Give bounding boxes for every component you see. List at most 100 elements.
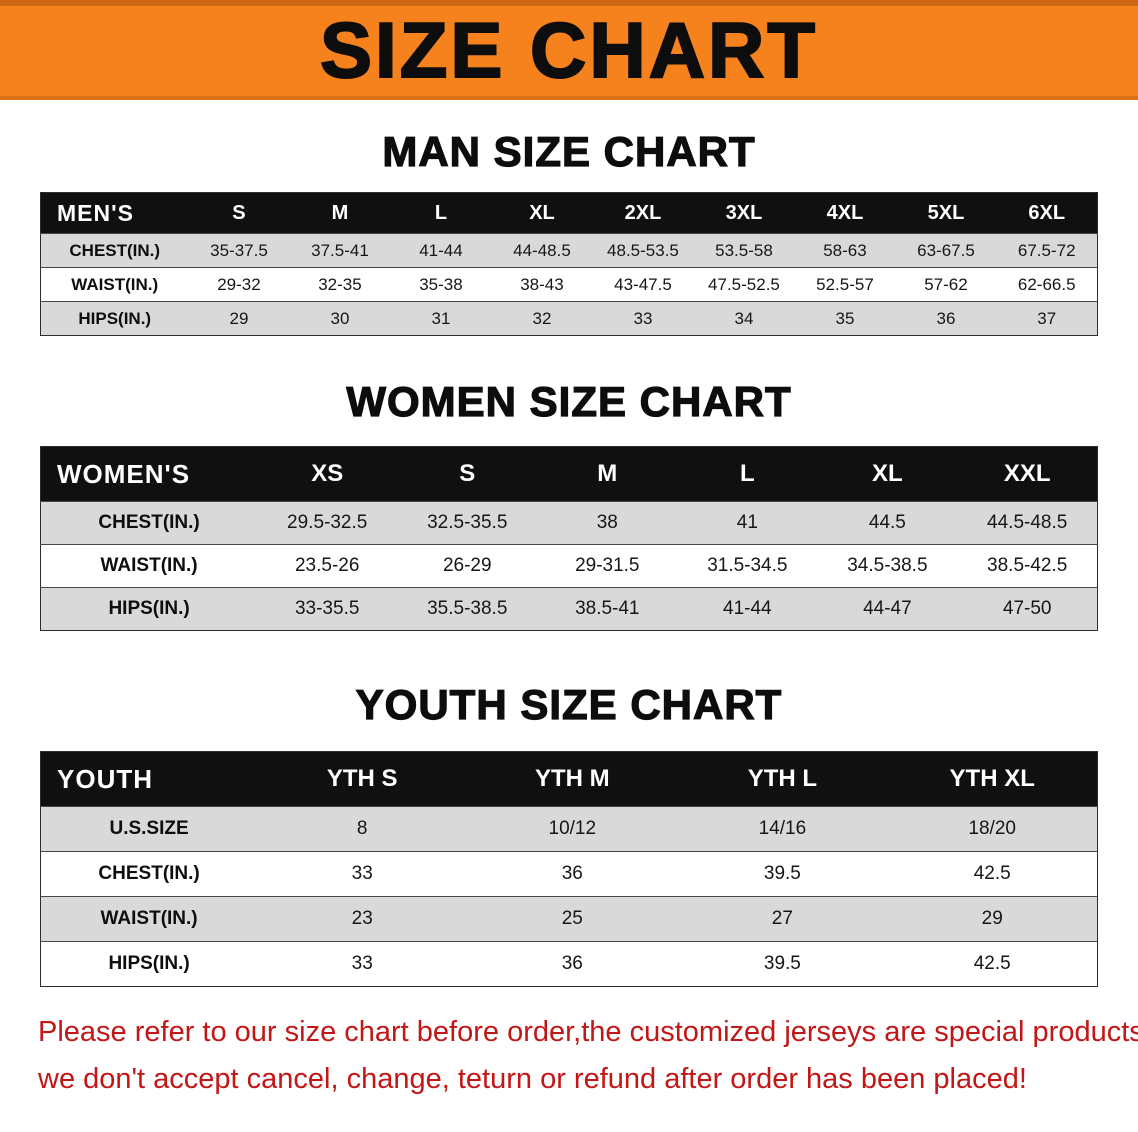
value-cell: 23 xyxy=(257,896,468,942)
men-size-section: MAN SIZE CHART MEN'S S M L XL 2XL 3XL 4XL 5XL 6XL… xyxy=(0,127,1138,336)
table-row: WAIST(IN.) 23.5-26 26-29 29-31.5 31.5-34.5 34… xyxy=(40,544,1098,588)
value-cell: 29-31.5 xyxy=(537,544,678,588)
table-header-row: WOMEN'S XS S M L XL XXL xyxy=(40,446,1098,502)
size-header-cell: M xyxy=(289,192,391,234)
value-cell: 29 xyxy=(188,301,290,336)
page-title: SIZE CHART xyxy=(319,6,818,94)
value-cell: 35.5-38.5 xyxy=(397,587,538,631)
size-header-cell: XL xyxy=(817,446,958,502)
value-cell: 44-48.5 xyxy=(491,233,593,268)
value-cell: 41 xyxy=(677,501,818,545)
value-cell: 41-44 xyxy=(390,233,492,268)
row-label: CHEST(IN.) xyxy=(40,233,189,268)
value-cell: 10/12 xyxy=(467,806,678,852)
size-header-cell: 3XL xyxy=(693,192,795,234)
value-cell: 30 xyxy=(289,301,391,336)
value-cell: 39.5 xyxy=(677,851,888,897)
value-cell: 42.5 xyxy=(887,941,1098,987)
value-cell: 52.5-57 xyxy=(794,267,896,302)
value-cell: 38.5-42.5 xyxy=(957,544,1098,588)
value-cell: 32 xyxy=(491,301,593,336)
value-cell: 23.5-26 xyxy=(257,544,398,588)
table-row: CHEST(IN.) 33 36 39.5 42.5 xyxy=(40,851,1098,897)
size-header-cell: L xyxy=(390,192,492,234)
value-cell: 31 xyxy=(390,301,492,336)
table-row: WAIST(IN.) 23 25 27 29 xyxy=(40,896,1098,942)
men-section-heading: MAN SIZE CHART xyxy=(382,127,756,175)
disclaimer-line-2: we don't accept cancel, change, teturn o… xyxy=(38,1063,1027,1096)
women-size-table: WOMEN'S XS S M L XL XXL CHEST(IN.) 29.5-32.5 32.5… xyxy=(40,446,1098,631)
value-cell: 33 xyxy=(592,301,694,336)
value-cell: 29 xyxy=(887,896,1098,942)
table-row: CHEST(IN.) 29.5-32.5 32.5-35.5 38 41 44.5 44.5… xyxy=(40,501,1098,545)
value-cell: 33-35.5 xyxy=(257,587,398,631)
value-cell: 37 xyxy=(996,301,1098,336)
table-header-row: MEN'S S M L XL 2XL 3XL 4XL 5XL 6XL xyxy=(40,192,1098,234)
table-row: CHEST(IN.) 35-37.5 37.5-41 41-44 44-48.5 48.5… xyxy=(40,233,1098,268)
size-header-cell: XL xyxy=(491,192,593,234)
value-cell: 62-66.5 xyxy=(996,267,1098,302)
value-cell: 44.5-48.5 xyxy=(957,501,1098,545)
value-cell: 67.5-72 xyxy=(996,233,1098,268)
value-cell: 63-67.5 xyxy=(895,233,997,268)
value-cell: 34.5-38.5 xyxy=(817,544,958,588)
size-header-cell: L xyxy=(677,446,818,502)
value-cell: 36 xyxy=(895,301,997,336)
value-cell: 36 xyxy=(467,851,678,897)
table-row: WAIST(IN.) 29-32 32-35 35-38 38-43 43-47.5 47.… xyxy=(40,267,1098,302)
value-cell: 8 xyxy=(257,806,468,852)
value-cell: 42.5 xyxy=(887,851,1098,897)
size-header-cell: 5XL xyxy=(895,192,997,234)
value-cell: 48.5-53.5 xyxy=(592,233,694,268)
disclaimer: Please refer to our size chart before or… xyxy=(0,1013,1138,1099)
size-header-cell: YTH M xyxy=(467,751,678,807)
value-cell: 38.5-41 xyxy=(537,587,678,631)
row-label: HIPS(IN.) xyxy=(40,941,258,987)
table-row: HIPS(IN.) 33-35.5 35.5-38.5 38.5-41 41-44 44-… xyxy=(40,587,1098,631)
value-cell: 38-43 xyxy=(491,267,593,302)
size-header-cell: S xyxy=(188,192,290,234)
size-header-cell: M xyxy=(537,446,678,502)
row-label: WAIST(IN.) xyxy=(40,544,258,588)
value-cell: 38 xyxy=(537,501,678,545)
youth-section-heading: YOUTH SIZE CHART xyxy=(355,680,783,728)
value-cell: 58-63 xyxy=(794,233,896,268)
value-cell: 36 xyxy=(467,941,678,987)
table-header-row: YOUTH YTH S YTH M YTH L YTH XL xyxy=(40,751,1098,807)
row-label: HIPS(IN.) xyxy=(40,301,189,336)
value-cell: 57-62 xyxy=(895,267,997,302)
table-row: U.S.SIZE 8 10/12 14/16 18/20 xyxy=(40,806,1098,852)
size-header-cell: 2XL xyxy=(592,192,694,234)
table-row: HIPS(IN.) 29 30 31 32 33 34 35 36 37 xyxy=(40,301,1098,336)
value-cell: 31.5-34.5 xyxy=(677,544,818,588)
value-cell: 39.5 xyxy=(677,941,888,987)
value-cell: 47.5-52.5 xyxy=(693,267,795,302)
row-label: CHEST(IN.) xyxy=(40,501,258,545)
youth-size-table: YOUTH YTH S YTH M YTH L YTH XL U.S.SIZE 8 10/12… xyxy=(40,751,1098,987)
value-cell: 53.5-58 xyxy=(693,233,795,268)
value-cell: 44-47 xyxy=(817,587,958,631)
value-cell: 41-44 xyxy=(677,587,818,631)
size-header-cell: 4XL xyxy=(794,192,896,234)
table-title-cell: MEN'S xyxy=(40,192,189,234)
size-header-cell: XXL xyxy=(957,446,1098,502)
value-cell: 35-37.5 xyxy=(188,233,290,268)
value-cell: 32-35 xyxy=(289,267,391,302)
value-cell: 33 xyxy=(257,851,468,897)
value-cell: 29.5-32.5 xyxy=(257,501,398,545)
value-cell: 43-47.5 xyxy=(592,267,694,302)
youth-size-section: YOUTH SIZE CHART YOUTH YTH S YTH M YTH L YTH… xyxy=(0,680,1138,987)
value-cell: 35 xyxy=(794,301,896,336)
value-cell: 29-32 xyxy=(188,267,290,302)
table-title-cell: YOUTH xyxy=(40,751,258,807)
row-label: U.S.SIZE xyxy=(40,806,258,852)
table-title-cell: WOMEN'S xyxy=(40,446,258,502)
value-cell: 27 xyxy=(677,896,888,942)
value-cell: 14/16 xyxy=(677,806,888,852)
title-banner: SIZE CHART xyxy=(0,0,1138,100)
row-label: WAIST(IN.) xyxy=(40,267,189,302)
size-header-cell: 6XL xyxy=(996,192,1098,234)
value-cell: 26-29 xyxy=(397,544,538,588)
size-header-cell: YTH S xyxy=(257,751,468,807)
table-row: HIPS(IN.) 33 36 39.5 42.5 xyxy=(40,941,1098,987)
